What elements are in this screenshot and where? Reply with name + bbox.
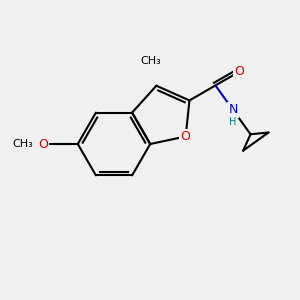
Text: O: O [38, 137, 48, 151]
Text: CH₃: CH₃ [12, 139, 33, 149]
Text: N: N [228, 103, 238, 116]
Text: CH₃: CH₃ [141, 56, 161, 66]
Text: O: O [234, 65, 244, 78]
Text: H: H [229, 117, 237, 127]
Text: O: O [181, 130, 190, 143]
